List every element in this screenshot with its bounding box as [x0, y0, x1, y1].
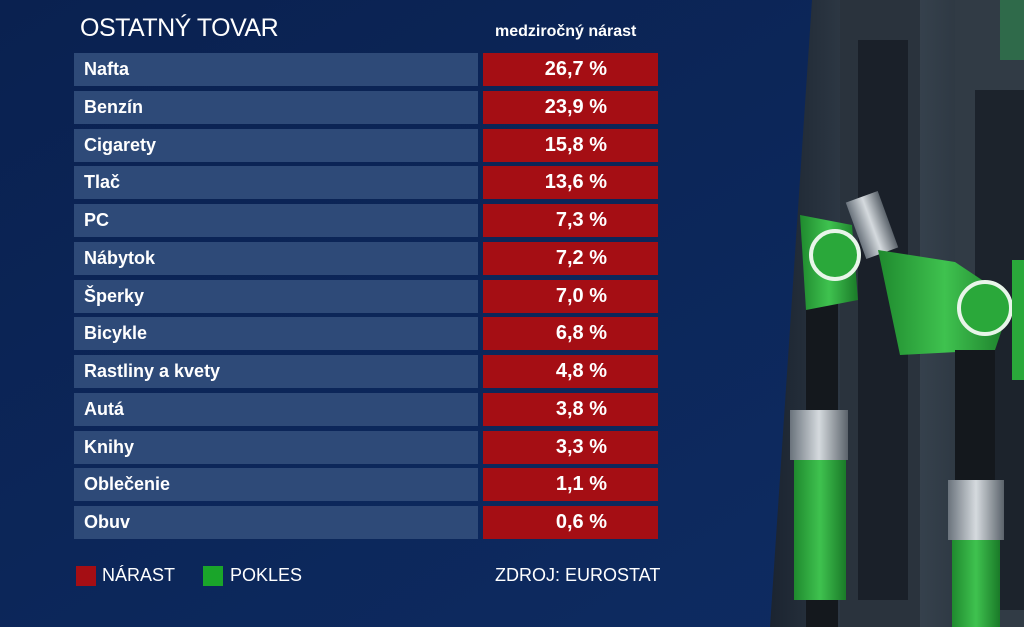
row-value-cell: [483, 242, 658, 275]
row-label: Tlač: [84, 172, 121, 192]
row-label: Autá: [84, 399, 124, 419]
row-value-cell: [483, 468, 658, 501]
row-value-cell: [483, 280, 658, 313]
row-value-cell: [483, 393, 658, 426]
column-header: medziročný nárast: [495, 23, 637, 40]
row-label-cell: [74, 129, 478, 162]
legend-swatch-decrease: [203, 566, 223, 586]
row-label-cell: [74, 91, 478, 124]
row-value: 4,8 %: [555, 360, 607, 382]
row-value: 0,6 %: [555, 511, 607, 533]
row-value-cell: [483, 355, 658, 388]
row-value: 3,8 %: [555, 398, 607, 420]
row-label: Nábytok: [84, 248, 156, 268]
row-value-cell: [483, 91, 658, 124]
row-label: Bicykle: [84, 323, 148, 343]
row-value-cell: [483, 506, 658, 539]
row-label-cell: [74, 506, 478, 539]
row-value: 13,6 %: [544, 171, 607, 193]
legend-swatch-increase: [76, 566, 96, 586]
row-value-cell: [483, 129, 658, 162]
row-value: 7,0 %: [555, 285, 607, 307]
source-note: ZDROJ: EUROSTAT: [495, 565, 661, 585]
row-value-cell: [483, 204, 658, 237]
row-label: Benzín: [84, 97, 144, 117]
row-label-cell: [74, 393, 478, 426]
row-label: Šperky: [84, 286, 145, 306]
row-value-cell: [483, 431, 658, 464]
legend-label-decrease: POKLES: [230, 565, 303, 585]
row-label-cell: [74, 53, 478, 86]
legend-label-increase: NÁRAST: [102, 565, 176, 585]
row-label-cell: [74, 204, 478, 237]
row-value-cell: [483, 166, 658, 199]
row-value: 1,1 %: [555, 473, 607, 495]
row-label: Cigarety: [84, 135, 157, 155]
row-value: 15,8 %: [544, 134, 607, 156]
row-value: 7,3 %: [555, 209, 607, 231]
row-label-cell: [74, 166, 478, 199]
row-value: 26,7 %: [544, 58, 607, 80]
row-value: 3,3 %: [555, 436, 607, 458]
table-title: OSTATNÝ TOVAR: [80, 14, 279, 42]
row-value: 6,8 %: [555, 322, 607, 344]
row-label-cell: [74, 431, 478, 464]
row-label-cell: [74, 355, 478, 388]
row-value-cell: [483, 53, 658, 86]
row-label: PC: [84, 210, 110, 230]
row-value: 23,9 %: [544, 96, 607, 118]
row-label: Oblečenie: [84, 474, 171, 494]
row-label-cell: [74, 468, 478, 501]
row-label-cell: [74, 317, 478, 350]
row-label: Nafta: [84, 59, 130, 79]
row-label: Rastliny a kvety: [84, 361, 221, 381]
row-label-cell: [74, 280, 478, 313]
row-value-cell: [483, 317, 658, 350]
fuel-pump-photo: [770, 0, 1024, 627]
row-label-cell: [74, 242, 478, 275]
row-label: Knihy: [84, 437, 135, 457]
row-label: Obuv: [84, 512, 131, 532]
row-value: 7,2 %: [555, 247, 607, 269]
